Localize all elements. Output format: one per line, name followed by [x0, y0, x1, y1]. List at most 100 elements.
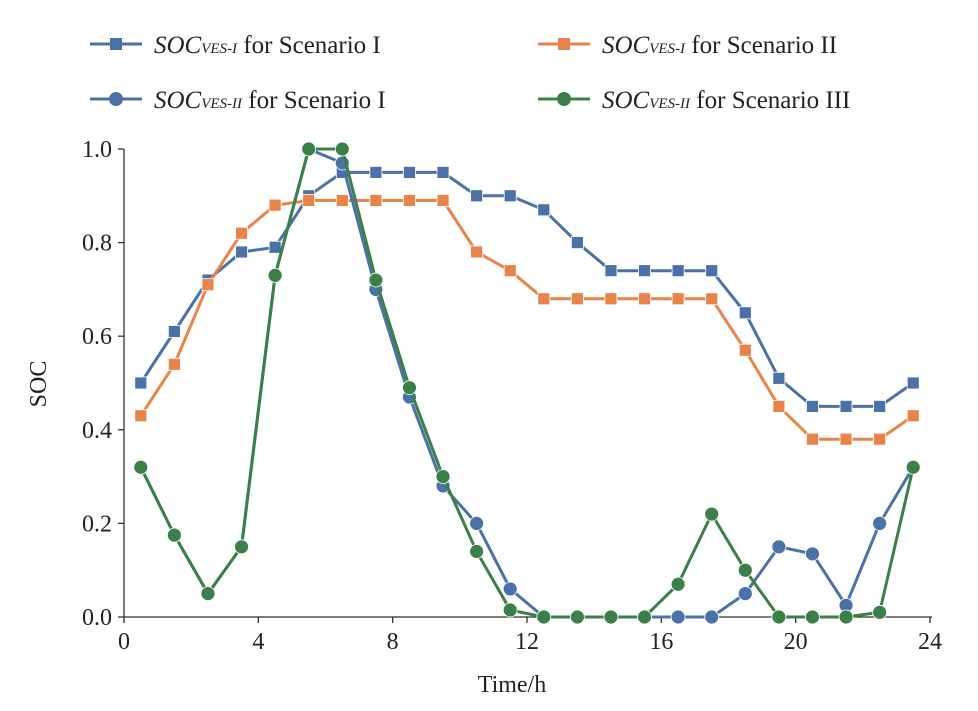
data-point — [268, 198, 282, 212]
data-point — [670, 609, 686, 625]
x-tick-label: 12 — [515, 629, 539, 655]
x-tick-label: 8 — [387, 629, 399, 655]
legend-entry-4: SOCVES-II for Scenario III — [538, 87, 850, 114]
data-point — [268, 240, 282, 254]
data-point — [671, 264, 685, 278]
data-point — [738, 306, 752, 320]
data-point — [805, 546, 820, 562]
data-point — [503, 189, 517, 203]
data-point — [570, 236, 584, 250]
data-point — [704, 506, 720, 522]
data-point — [805, 609, 820, 625]
series-line — [139, 170, 915, 408]
data-point — [403, 165, 416, 179]
data-point — [537, 292, 551, 306]
data-point — [569, 609, 585, 625]
data-point — [603, 609, 619, 625]
data-point — [166, 527, 182, 543]
x-tick-label: 0 — [118, 629, 130, 655]
legend-entry-2: SOCVES-I for Scenario II — [538, 32, 837, 59]
legend: SOCVES-I for Scenario I SOCVES-I for Scen… — [90, 32, 850, 114]
data-point — [470, 189, 484, 203]
y-axis-title: SOC — [26, 361, 52, 408]
data-point — [638, 264, 651, 278]
data-point — [368, 272, 384, 288]
data-point — [435, 469, 451, 485]
data-point — [838, 609, 854, 625]
data-point — [570, 292, 584, 306]
data-point — [704, 609, 720, 625]
data-point — [167, 357, 181, 371]
data-point — [335, 194, 349, 207]
data-point — [604, 292, 618, 306]
legend-marker — [110, 38, 122, 50]
series-line — [139, 199, 915, 441]
data-point — [738, 343, 752, 357]
data-point — [302, 194, 316, 207]
data-point — [839, 432, 853, 446]
data-point — [604, 264, 618, 278]
y-tick-label: 0.2 — [82, 511, 112, 537]
legend-label: SOCVES-I for Scenario I — [154, 32, 381, 59]
data-point — [705, 264, 719, 278]
y-tick-label: 0.4 — [82, 418, 112, 444]
data-point — [503, 264, 517, 278]
legend-marker — [109, 92, 123, 106]
y-tick-label: 0.8 — [82, 231, 112, 257]
series-2 — [134, 194, 920, 446]
series-3 — [133, 141, 921, 625]
data-point — [369, 194, 383, 207]
data-point — [267, 267, 283, 283]
legend-label: SOCVES-I for Scenario II — [602, 32, 837, 59]
data-point — [536, 609, 552, 625]
data-point — [134, 376, 148, 390]
legend-entry-1: SOCVES-I for Scenario I — [90, 32, 381, 59]
legend-marker — [558, 38, 570, 50]
data-point — [537, 203, 551, 217]
data-point — [502, 581, 518, 597]
data-point — [638, 292, 651, 306]
data-point — [469, 544, 485, 559]
data-point — [905, 459, 921, 475]
x-tick-label: 16 — [649, 629, 673, 655]
data-point — [133, 459, 149, 475]
data-point — [873, 432, 887, 446]
y-tick-label: 0.6 — [82, 324, 112, 350]
data-point — [705, 292, 719, 306]
data-point — [839, 399, 853, 413]
data-point — [873, 399, 887, 413]
x-tick-label: 4 — [252, 629, 264, 655]
data-point — [167, 325, 181, 338]
x-axis-title: Time/h — [478, 672, 546, 698]
data-point — [771, 539, 787, 555]
data-point — [369, 165, 383, 179]
data-point — [872, 604, 888, 620]
legend-marker — [557, 92, 571, 106]
data-point — [200, 586, 216, 601]
data-point — [872, 516, 888, 531]
y-tick-label: 1.0 — [82, 137, 112, 163]
series-1 — [134, 165, 920, 413]
data-point — [670, 576, 686, 592]
data-point — [906, 409, 920, 423]
plot-area — [133, 141, 921, 625]
data-point — [806, 399, 819, 413]
y-tick-label: 0.0 — [82, 605, 112, 631]
data-point — [235, 226, 248, 240]
data-point — [637, 609, 652, 625]
data-point — [737, 562, 753, 578]
data-point — [403, 194, 416, 207]
data-point — [134, 409, 148, 423]
data-point — [469, 516, 485, 531]
data-point — [334, 141, 350, 157]
data-point — [301, 141, 317, 157]
legend-label: SOCVES-II for Scenario I — [154, 87, 386, 114]
data-point — [436, 165, 450, 179]
data-point — [436, 194, 450, 207]
data-point — [806, 432, 819, 446]
data-point — [235, 245, 248, 259]
data-point — [737, 586, 753, 601]
data-point — [772, 371, 786, 385]
x-tick-label: 20 — [784, 629, 808, 655]
